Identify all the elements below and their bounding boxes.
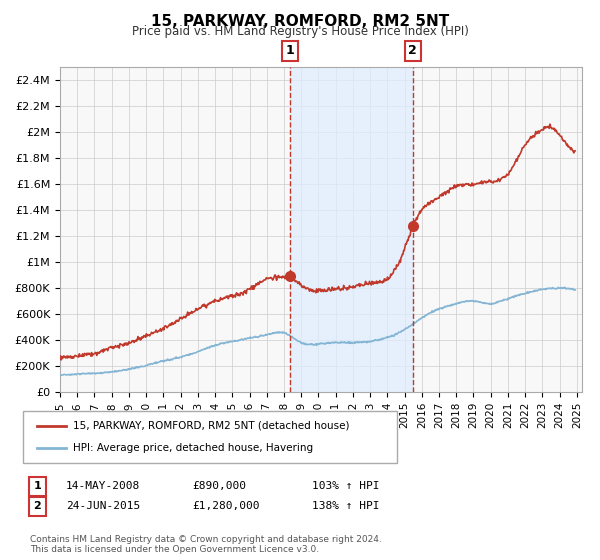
Text: 138% ↑ HPI: 138% ↑ HPI	[312, 501, 380, 511]
Text: HPI: Average price, detached house, Havering: HPI: Average price, detached house, Have…	[73, 443, 313, 453]
Text: 1: 1	[34, 481, 41, 491]
Text: £1,280,000: £1,280,000	[192, 501, 260, 511]
Text: 2: 2	[34, 501, 41, 511]
Text: 103% ↑ HPI: 103% ↑ HPI	[312, 481, 380, 491]
Text: Contains HM Land Registry data © Crown copyright and database right 2024.
This d: Contains HM Land Registry data © Crown c…	[30, 535, 382, 554]
Text: Price paid vs. HM Land Registry's House Price Index (HPI): Price paid vs. HM Land Registry's House …	[131, 25, 469, 38]
FancyBboxPatch shape	[23, 410, 397, 463]
Text: 2: 2	[409, 44, 417, 58]
Text: 15, PARKWAY, ROMFORD, RM2 5NT: 15, PARKWAY, ROMFORD, RM2 5NT	[151, 14, 449, 29]
Text: 14-MAY-2008: 14-MAY-2008	[66, 481, 140, 491]
Text: 24-JUN-2015: 24-JUN-2015	[66, 501, 140, 511]
Text: 15, PARKWAY, ROMFORD, RM2 5NT (detached house): 15, PARKWAY, ROMFORD, RM2 5NT (detached …	[73, 421, 350, 431]
Text: 1: 1	[286, 44, 295, 58]
Bar	[290, 67, 413, 392]
Text: £890,000: £890,000	[192, 481, 246, 491]
